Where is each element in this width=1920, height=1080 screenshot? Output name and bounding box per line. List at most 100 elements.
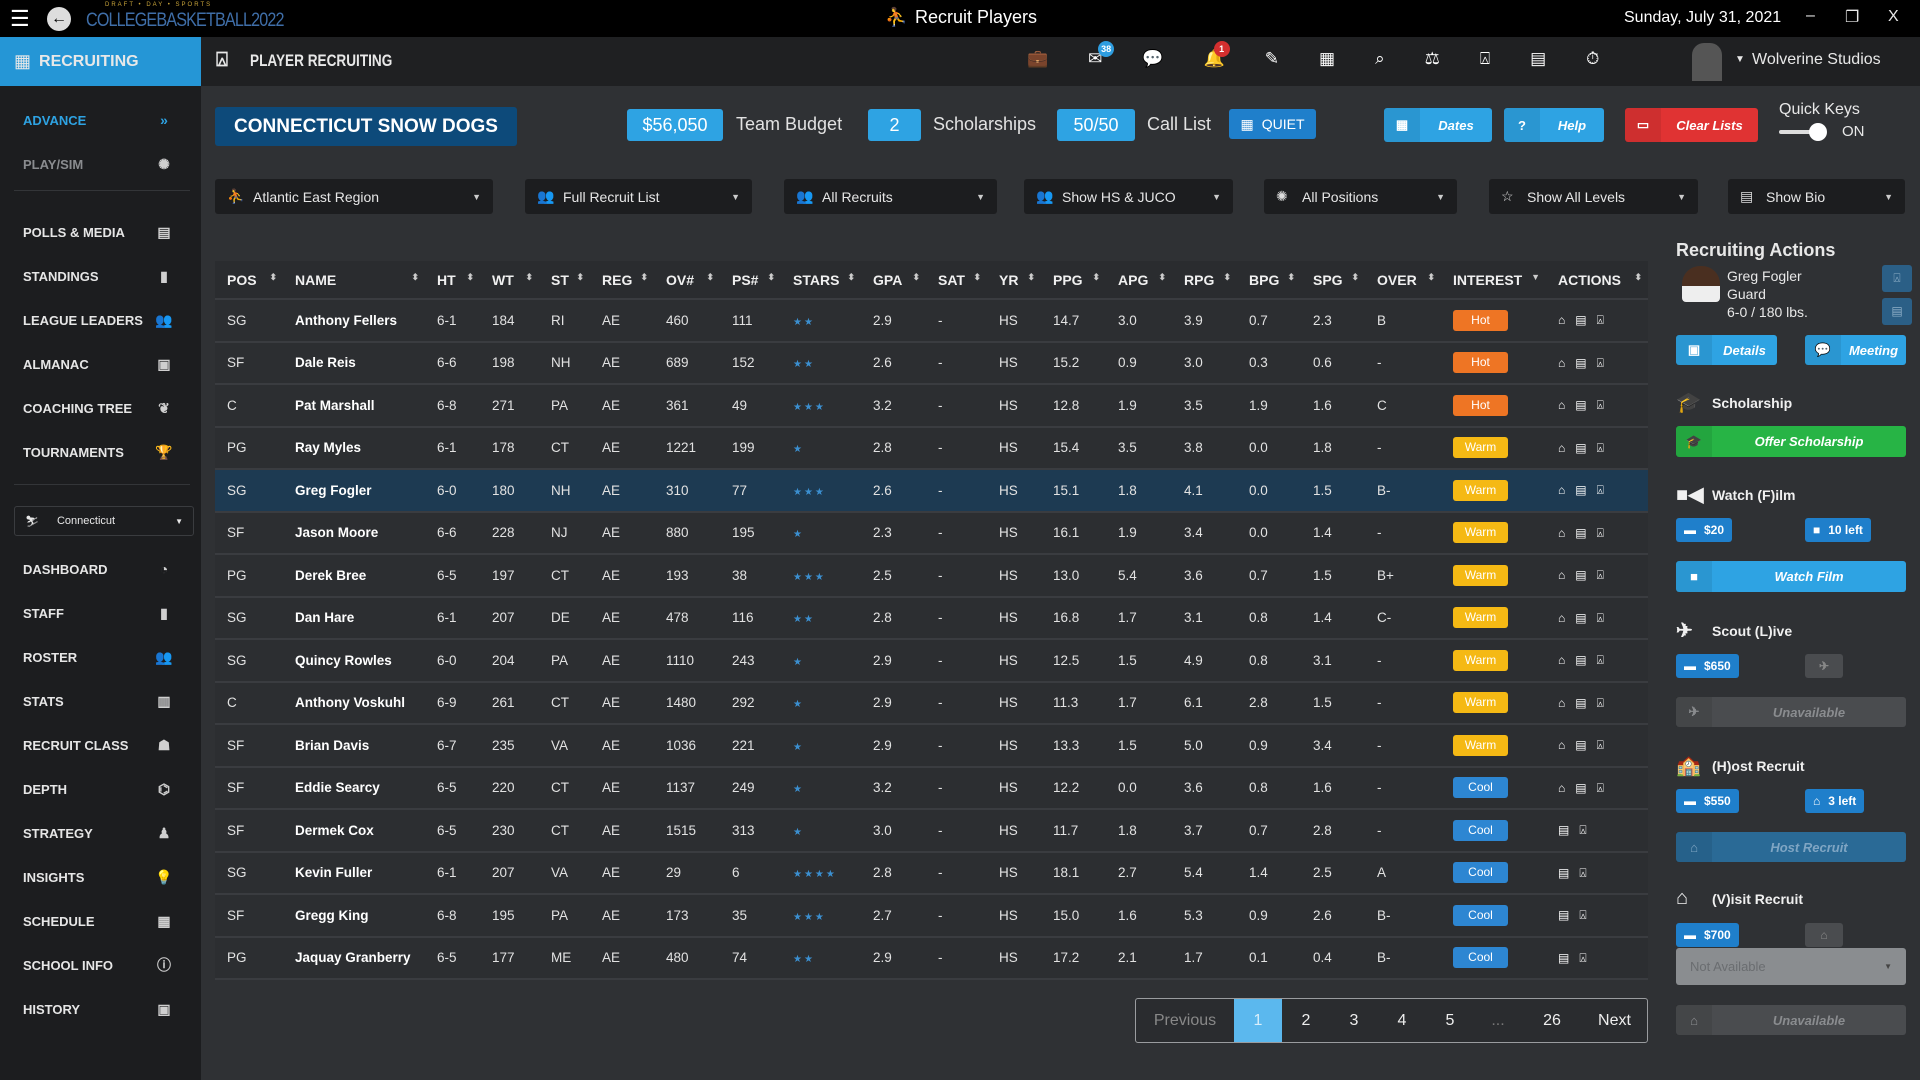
- page-26[interactable]: 26: [1543, 1011, 1561, 1029]
- host-icon[interactable]: ⌂: [1558, 738, 1576, 753]
- column-header-stars[interactable]: STARS ⬍: [781, 272, 861, 288]
- cell-value[interactable]: Dale Reis: [295, 355, 356, 371]
- next-button[interactable]: Next: [1598, 1011, 1631, 1029]
- scout-icon[interactable]: ⍓: [1596, 780, 1614, 795]
- quiet-button[interactable]: ▦ QUIET: [1229, 109, 1316, 139]
- briefcase-icon[interactable]: 💼: [1027, 49, 1049, 68]
- table-row[interactable]: SF Dermek Cox 6-5 230 CT AE 1515 313 ★ 3.0 - HS 11.7…: [215, 810, 1648, 853]
- quick-keys-toggle[interactable]: [1779, 123, 1831, 141]
- table-row[interactable]: SF Brian Davis 6-7 235 VA AE 1036 221 ★ 2.9 - HS 13.…: [215, 725, 1648, 768]
- host-recruit-button[interactable]: ⌂ Host Recruit: [1676, 832, 1906, 862]
- sidebar-item-league-leaders[interactable]: LEAGUE LEADERS 👥: [23, 310, 175, 330]
- road-icon[interactable]: ⍓: [1479, 49, 1491, 68]
- calendar-check-icon[interactable]: ▦: [1319, 49, 1336, 68]
- scout-icon[interactable]: ⍓: [1579, 823, 1597, 838]
- scout-icon[interactable]: ⍓: [1596, 398, 1614, 413]
- search-icon[interactable]: ⌕: [1375, 49, 1385, 68]
- user-caret-icon[interactable]: ▼: [1735, 54, 1745, 65]
- shortlist-icon[interactable]: ▤: [1558, 865, 1580, 880]
- column-header-bpg[interactable]: BPG ⬍: [1237, 272, 1301, 288]
- filter-all-recruits[interactable]: 👥 All Recruits ▼: [784, 179, 997, 214]
- page-1[interactable]: 1: [1234, 999, 1282, 1042]
- sidebar-item-almanac[interactable]: ALMANAC ▣: [23, 354, 175, 374]
- scout-icon[interactable]: ⍓: [1596, 483, 1614, 498]
- host-icon[interactable]: ⌂: [1558, 440, 1576, 455]
- close-button[interactable]: X: [1888, 8, 1899, 25]
- filter-full-recruit-list[interactable]: 👥 Full Recruit List ▼: [525, 179, 752, 214]
- shortlist-icon[interactable]: ▤: [1575, 440, 1597, 455]
- sidebar-item-polls-media[interactable]: POLLS & MEDIA ▤: [23, 222, 175, 242]
- table-row[interactable]: SG Anthony Fellers 6-1 184 RI AE 460 111 ★★ 2.9 - H…: [215, 300, 1648, 343]
- cell-value[interactable]: Greg Fogler: [295, 482, 372, 498]
- page-2[interactable]: 2: [1301, 1011, 1311, 1029]
- scout-icon[interactable]: ⍓: [1579, 950, 1597, 965]
- table-row[interactable]: C Pat Marshall 6-8 271 PA AE 361 49 ★★★ 3.2 - HS 12.…: [215, 385, 1648, 428]
- scout-icon[interactable]: ⍓: [1596, 568, 1614, 583]
- table-row[interactable]: C Anthony Voskuhl 6-9 261 CT AE 1480 292 ★ 2.9 - HS…: [215, 682, 1648, 725]
- column-header-ht[interactable]: HT ⬍: [425, 272, 480, 288]
- clipboard-icon[interactable]: ▤: [1530, 49, 1547, 68]
- shortlist-icon[interactable]: ▤: [1575, 653, 1597, 668]
- restore-button[interactable]: ❐: [1845, 9, 1860, 26]
- stopwatch-icon[interactable]: ⏱: [1586, 49, 1600, 68]
- sidebar-item-coaching-tree[interactable]: COACHING TREE ❦: [23, 398, 175, 418]
- cell-value[interactable]: Jason Moore: [295, 525, 379, 541]
- column-header-wt[interactable]: WT ⬍: [480, 272, 539, 288]
- cell-value[interactable]: Brian Davis: [295, 737, 370, 753]
- column-header-ps[interactable]: PS# ⬍: [720, 272, 781, 288]
- host-icon[interactable]: ⌂: [1558, 695, 1576, 710]
- table-row[interactable]: PG Derek Bree 6-5 197 CT AE 193 38 ★★★ 2.5 - HS 13.0…: [215, 555, 1648, 598]
- visit-date-select[interactable]: Not Available ▼: [1676, 948, 1906, 985]
- scout-icon[interactable]: ⍓: [1596, 610, 1614, 625]
- column-header-apg[interactable]: APG ⬍: [1106, 272, 1172, 288]
- shortlist-icon[interactable]: ▤: [1575, 695, 1597, 710]
- menu-icon[interactable]: ☰: [10, 6, 30, 31]
- host-icon[interactable]: ⌂: [1558, 398, 1576, 413]
- table-row[interactable]: SF Gregg King 6-8 195 PA AE 173 35 ★★★ 2.7 - HS 15.0…: [215, 895, 1648, 938]
- host-icon[interactable]: ⌂: [1558, 355, 1576, 370]
- shortlist-icon[interactable]: ▤: [1558, 950, 1580, 965]
- table-row[interactable]: SG Dan Hare 6-1 207 DE AE 478 116 ★★ 2.8 - HS 16.8 1.…: [215, 597, 1648, 640]
- sidebar-item-recruit-class[interactable]: RECRUIT CLASS ☗: [23, 735, 175, 755]
- cell-value[interactable]: Kevin Fuller: [295, 865, 373, 881]
- column-header-name[interactable]: NAME ⬍: [283, 272, 425, 288]
- sidebar-item-depth[interactable]: DEPTH ⌬: [23, 779, 175, 799]
- sidebar-item-dashboard[interactable]: DASHBOARD ◔: [23, 559, 175, 579]
- details-button[interactable]: ▣ Details: [1676, 335, 1777, 365]
- sidebar-item-play-sim[interactable]: PLAY/SIM ✺: [23, 154, 175, 174]
- cell-value[interactable]: Gregg King: [295, 907, 369, 923]
- sidebar-item-advance[interactable]: ADVANCE »: [23, 110, 175, 130]
- filter-all-positions[interactable]: ✺ All Positions ▼: [1264, 179, 1457, 214]
- previous-button[interactable]: Previous: [1153, 1011, 1217, 1029]
- shortlist-icon[interactable]: ▤: [1575, 483, 1597, 498]
- bell-icon[interactable]: 🔔 1: [1204, 41, 1230, 69]
- host-icon[interactable]: ⌂: [1558, 313, 1576, 328]
- filter-show-bio[interactable]: ▤ Show Bio ▼: [1728, 179, 1905, 214]
- sidebar-item-roster[interactable]: ROSTER 👥: [23, 647, 175, 667]
- cell-value[interactable]: Dermek Cox: [295, 822, 374, 838]
- sidebar-item-strategy[interactable]: STRATEGY ♟: [23, 823, 175, 843]
- host-icon[interactable]: ⌂: [1558, 653, 1576, 668]
- filter-atlantic-east-region[interactable]: ⛹ Atlantic East Region ▼: [215, 179, 493, 214]
- column-header-rpg[interactable]: RPG ⬍: [1172, 272, 1237, 288]
- scale-icon[interactable]: ⚖: [1424, 49, 1440, 68]
- column-header-yr[interactable]: YR ⬍: [987, 272, 1041, 288]
- column-header-ov[interactable]: OV# ⬍: [654, 272, 720, 288]
- scout-icon[interactable]: ⍓: [1596, 695, 1614, 710]
- shortlist-icon[interactable]: ▤: [1575, 568, 1597, 583]
- scout-icon[interactable]: ⍓: [1596, 738, 1614, 753]
- dates-button[interactable]: ▦ Dates: [1384, 108, 1492, 142]
- page-4[interactable]: 4: [1397, 1011, 1407, 1029]
- shortlist-icon[interactable]: ▤: [1558, 908, 1580, 923]
- host-icon[interactable]: ⌂: [1558, 568, 1576, 583]
- cell-value[interactable]: Jaquay Granberry: [295, 950, 411, 966]
- host-icon[interactable]: ⌂: [1558, 780, 1576, 795]
- shortlist-icon[interactable]: ▤: [1575, 610, 1597, 625]
- sidebar-item-stats[interactable]: STATS ▥: [23, 691, 175, 711]
- table-row[interactable]: PG Jaquay Granberry 6-5 177 ME AE 480 74 ★★ 2.9 - H…: [215, 937, 1648, 980]
- sidebar-item-school-info[interactable]: SCHOOL INFO ⓘ: [23, 955, 175, 975]
- shortlist-icon[interactable]: ▤: [1575, 525, 1597, 540]
- host-icon[interactable]: ⌂: [1558, 525, 1576, 540]
- sidebar-item-tournaments[interactable]: TOURNAMENTS 🏆: [23, 442, 175, 462]
- table-row[interactable]: SF Eddie Searcy 6-5 220 CT AE 1137 249 ★ 3.2 - HS 12…: [215, 767, 1648, 810]
